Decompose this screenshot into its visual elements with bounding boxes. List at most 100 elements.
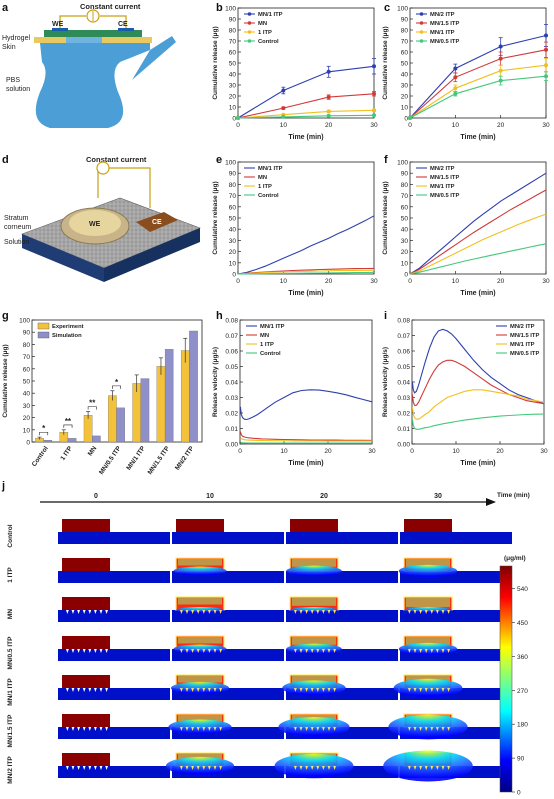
y-axis-label-i: Release velocity (μg/s): [382, 347, 389, 417]
microneedle: [94, 610, 97, 614]
bar-experiment: [108, 395, 117, 443]
data-point-b: [326, 95, 331, 100]
y-tick-label-i: 0.02: [397, 411, 410, 418]
microneedle: [419, 649, 422, 653]
legend-label-e: Control: [258, 193, 279, 199]
series-line-c: [409, 49, 547, 119]
microneedle: [82, 649, 86, 653]
panel-letter-h: h: [216, 310, 223, 322]
microneedle: [447, 727, 450, 731]
microneedle: [77, 688, 80, 692]
microneedle: [202, 766, 206, 770]
microneedle: [94, 688, 97, 692]
y-tick-label-e: 70: [229, 193, 237, 200]
solution-label: Solution: [4, 239, 29, 246]
significance-bracket: [39, 431, 49, 436]
microneedle: [419, 610, 422, 614]
legend-label-b: 1 ITP: [258, 30, 272, 36]
legend-marker-b: [247, 21, 252, 25]
y-tick-label-i: 0.08: [397, 318, 410, 325]
microneedle: [294, 688, 297, 692]
panel-letter-d: d: [2, 154, 9, 166]
microneedle: [299, 688, 303, 692]
reservoir-full: [176, 519, 224, 532]
y-tick-label-b: 20: [229, 94, 237, 101]
y-tick-label-g: 90: [23, 330, 31, 337]
significance-bracket: [63, 424, 73, 428]
bar-simulation: [92, 435, 101, 443]
diffusion-plume: [404, 607, 452, 613]
microneedle: [441, 727, 445, 731]
skin-label: Skin: [2, 44, 16, 51]
microneedle: [180, 727, 183, 731]
x-tick-label-c: 20: [497, 122, 505, 129]
y-tick-label-c: 100: [397, 6, 408, 13]
microneedle: [191, 727, 194, 731]
y-tick-label-f: 50: [401, 216, 409, 223]
y-tick-label-g: 10: [23, 427, 31, 434]
diagram-a: Constant current WE CE Hydrogel Skin PBS…: [2, 2, 176, 128]
microneedle: [436, 649, 439, 653]
x-tick-label-h: 20: [324, 448, 332, 455]
time-label: 0: [94, 493, 98, 500]
skin-domain: [58, 610, 170, 622]
microneedle: [213, 610, 217, 614]
hydrogel-layer: [44, 30, 142, 37]
microneedle: [88, 649, 92, 653]
chart-c: 0 10 20 30 40 50 60 70 80 90 100 0 10 20 30 Time (min) C…: [382, 6, 550, 142]
x-axis-label-i: Time (min): [460, 460, 495, 467]
x-axis-label-c: Time (min): [460, 134, 495, 141]
y-tick-label-i: 0.07: [397, 333, 410, 340]
y-tick-label-h: 0.07: [225, 333, 238, 340]
data-point-c: [544, 47, 548, 52]
category-label: MN/1.5 ITP: [147, 445, 172, 476]
microneedle: [322, 610, 325, 614]
series-line-i: [411, 413, 545, 430]
reservoir-depletion-front: [178, 637, 222, 644]
panel-letter-i: i: [384, 310, 388, 322]
reservoir-depletion-front: [292, 676, 336, 684]
data-point-b: [372, 64, 376, 69]
microneedle: [71, 610, 75, 614]
microneedle: [219, 727, 222, 731]
microneedle: [219, 610, 222, 614]
x-tick-label-h: 30: [368, 448, 376, 455]
bar-experiment: [132, 383, 141, 443]
chart-i: 0.00 0.01 0.02 0.03 0.04 0.05 0.06 0.07 0.08 0 10 2…: [382, 318, 548, 468]
diffusion-plume: [274, 753, 354, 779]
category-label: MN/0.5 ITP: [98, 445, 123, 476]
legend-label-e: MN: [258, 175, 267, 181]
microneedle: [196, 727, 200, 731]
data-point-c: [453, 91, 458, 96]
microneedle: [333, 610, 336, 614]
y-axis-label-g: Cumulative release (μg): [2, 344, 9, 417]
series-line-b: [237, 114, 375, 119]
time-label: 30: [434, 493, 442, 500]
legend-label-e: MN/1 ITP: [258, 166, 283, 172]
microneedle: [185, 766, 189, 770]
microneedle: [316, 766, 320, 770]
microneedle: [66, 649, 69, 653]
x-tick-label-b: 30: [370, 122, 378, 129]
y-tick-label-g: 70: [23, 354, 31, 361]
series-line-h: [239, 431, 373, 441]
microneedle: [202, 688, 206, 692]
diffusion-plume: [388, 714, 468, 740]
legend-label-g: Experiment: [52, 324, 84, 330]
y-tick-label-g: 80: [23, 342, 31, 349]
microneedle: [436, 766, 439, 770]
microneedle: [66, 727, 69, 731]
reservoir-full: [62, 597, 110, 610]
y-tick-label-e: 100: [225, 160, 236, 167]
x-axis-label-f: Time (min): [460, 290, 495, 297]
microneedle: [333, 766, 336, 770]
microneedle: [196, 766, 200, 770]
data-point-b: [372, 108, 376, 113]
microneedle: [77, 610, 80, 614]
legend-label-e: 1 ITP: [258, 184, 272, 190]
stratum-label-line2: corneum: [4, 224, 31, 231]
y-tick-label-h: 0.06: [225, 349, 238, 356]
x-tick-label-f: 0: [408, 278, 412, 285]
data-point-b: [236, 116, 240, 120]
microneedle: [82, 688, 86, 692]
